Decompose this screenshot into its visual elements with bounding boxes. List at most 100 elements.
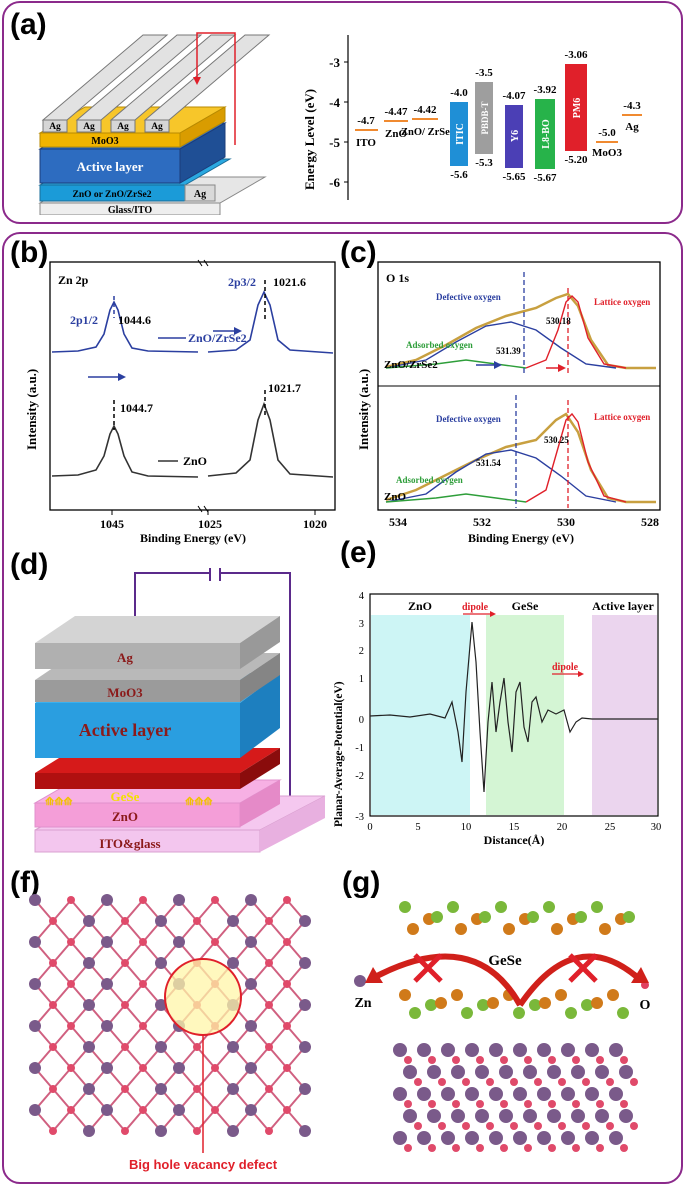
- o-atom: [283, 896, 291, 904]
- e-ylabel: Planar-Average-Potential(eV): [333, 681, 345, 827]
- e-ytick-4: 4: [359, 591, 365, 602]
- b-label-znozrse2: ZnO/ZrSe2: [188, 331, 247, 345]
- ytick-6: -6: [329, 175, 340, 190]
- e-xtick-10: 10: [461, 822, 472, 833]
- panel-e-label: (e): [340, 536, 377, 569]
- layer-glass-ito: Glass/ITO: [108, 205, 152, 215]
- o-atom: [283, 1064, 291, 1072]
- c-upper-530-18: 530.18: [546, 316, 571, 326]
- panel-a-label: (a): [10, 8, 47, 41]
- zn-atom: [475, 1065, 489, 1079]
- ag-strips: [41, 34, 271, 133]
- o-atom: [265, 1001, 273, 1009]
- o-atom: [67, 1106, 75, 1114]
- vacancy-highlight: [164, 958, 242, 1036]
- se-atom: [543, 901, 555, 913]
- zn-atom: [29, 936, 41, 948]
- ag-label-4: Ag: [151, 122, 163, 132]
- zn-atom: [29, 1020, 41, 1032]
- ag-label-3: Ag: [117, 122, 129, 132]
- ag-value: -4.3: [623, 100, 641, 112]
- o-atom: [582, 1078, 590, 1086]
- o-atom: [265, 1127, 273, 1135]
- e-ytick-m3: -3: [355, 812, 364, 823]
- zn-atom: [561, 1087, 575, 1101]
- zn-atom: [489, 1131, 503, 1145]
- zn-atom: [299, 1125, 311, 1137]
- o-atom: [620, 1144, 628, 1152]
- lattice-bond: [124, 1088, 144, 1111]
- ge-atom: [599, 923, 611, 935]
- lattice-bond: [268, 920, 288, 943]
- panel-g-label: (g): [342, 866, 381, 899]
- device-3d-d: ITO&glass ZnO GeSe Active layer MoO3 Ag …: [33, 568, 326, 853]
- o-atom: [49, 917, 57, 925]
- se-atom: [479, 911, 491, 923]
- se-atom: [529, 999, 541, 1011]
- c-upper-lattice: [525, 295, 627, 369]
- o-atom: [121, 959, 129, 967]
- zn-atom: [441, 1043, 455, 1057]
- zn-atom: [227, 1083, 239, 1095]
- se-atom: [477, 999, 489, 1011]
- zn-atom: [299, 1083, 311, 1095]
- zn-atom: [451, 1109, 465, 1123]
- c-xtick-528: 528: [641, 515, 659, 529]
- svg-text:⟰⟰⟰: ⟰⟰⟰: [185, 796, 213, 808]
- o-atom: [283, 980, 291, 988]
- e-dipole-2: dipole: [552, 662, 579, 673]
- zn-atom: [393, 1087, 407, 1101]
- ytick-3: -3: [329, 55, 340, 70]
- se-atom: [425, 999, 437, 1011]
- zn-atom: [465, 1043, 479, 1057]
- zn-atom: [29, 1104, 41, 1116]
- zn-atom: [547, 1065, 561, 1079]
- lattice-bond: [196, 920, 216, 943]
- o-atom: [265, 1085, 273, 1093]
- c-xtick-532: 532: [473, 515, 491, 529]
- lattice-bond: [268, 899, 288, 922]
- o-atom: [630, 1122, 638, 1130]
- o-atom: [500, 1100, 508, 1108]
- g-arrow-o: [517, 953, 639, 1007]
- lattice-bond: [268, 1025, 288, 1048]
- ge-atom: [607, 989, 619, 1001]
- svg-text:-3.06: -3.06: [565, 49, 588, 61]
- o-atom: [404, 1144, 412, 1152]
- o-atom: [596, 1056, 604, 1064]
- ge-atom: [555, 989, 567, 1001]
- lattice-bond: [124, 1004, 144, 1027]
- o-atom: [193, 1127, 201, 1135]
- ag-name: Ag: [625, 121, 639, 133]
- o-atom: [49, 1085, 57, 1093]
- o-atom: [414, 1122, 422, 1130]
- zn-atom: [571, 1109, 585, 1123]
- o-atom: [283, 938, 291, 946]
- o-atom: [67, 1064, 75, 1072]
- se-atom: [461, 1007, 473, 1019]
- o-atom: [139, 1106, 147, 1114]
- zn-atom: [523, 1109, 537, 1123]
- znozrse2-name: ZnO/ ZrSe2: [401, 127, 455, 138]
- zn-atom: [245, 1020, 257, 1032]
- layer-ag-bottom: Ag: [194, 189, 206, 200]
- o-atom: [211, 938, 219, 946]
- o-atom: [438, 1122, 446, 1130]
- lattice-bond: [268, 1004, 288, 1027]
- svg-text:-3.92: -3.92: [534, 84, 557, 96]
- o-atom: [486, 1078, 494, 1086]
- g-label-zn: Zn: [354, 996, 371, 1011]
- b-label-1044-7: 1044.7: [120, 401, 153, 415]
- zn-atom: [155, 915, 167, 927]
- o-atom: [524, 1056, 532, 1064]
- lattice-bond: [268, 1088, 288, 1111]
- zn-atom: [403, 1065, 417, 1079]
- e-region-zno: ZnO: [408, 599, 432, 613]
- e-region-gese: GeSe: [512, 599, 539, 613]
- zn-atom: [417, 1043, 431, 1057]
- o-atom: [630, 1078, 638, 1086]
- lattice-bond: [268, 983, 288, 1006]
- zn-atom: [101, 1104, 113, 1116]
- d-layer-active: Active layer: [79, 720, 171, 740]
- c-lower-defective-label: Defective oxygen: [436, 414, 501, 424]
